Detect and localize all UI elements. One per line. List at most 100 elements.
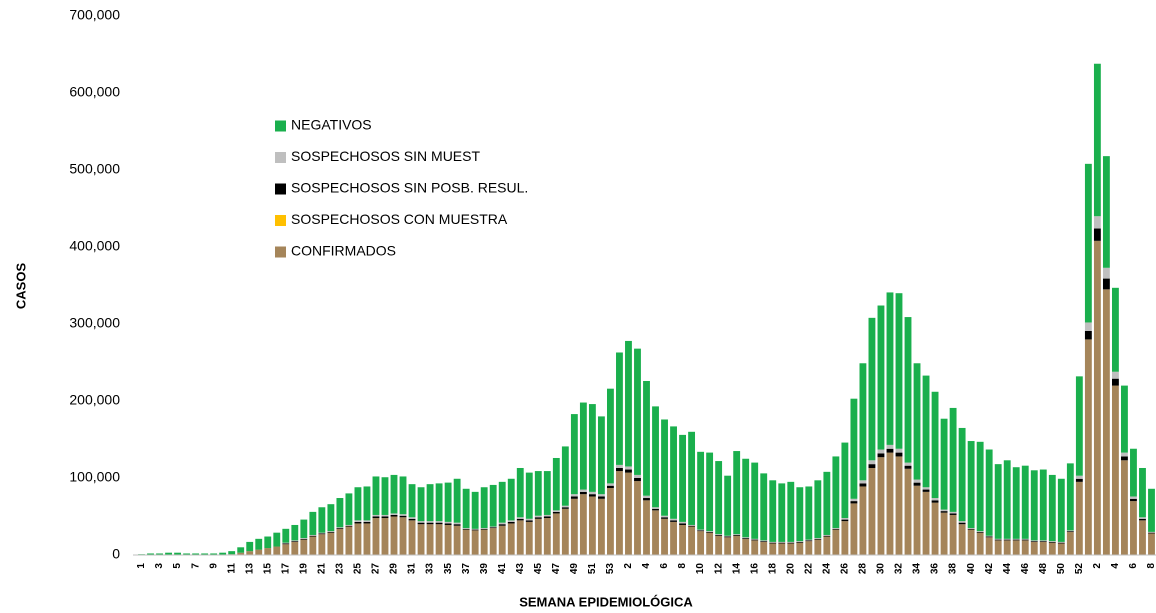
y-tick-label: 300,000 — [69, 315, 120, 331]
bar-segment — [471, 530, 479, 555]
bar-segment — [282, 543, 290, 545]
bar-segment — [516, 520, 524, 555]
x-tick-label: 44 — [1002, 563, 1013, 575]
bar-segment — [210, 553, 218, 555]
bar-segment — [579, 489, 587, 492]
bar-segment — [408, 484, 416, 518]
bar-segment — [291, 541, 299, 555]
bar-segment — [570, 494, 578, 497]
bar-segment — [507, 521, 515, 524]
x-tick-label: 2 — [623, 563, 634, 569]
bar-segment — [1139, 517, 1146, 519]
bar-segment — [724, 535, 732, 537]
bar-segment — [652, 507, 659, 509]
bar-segment — [850, 398, 858, 499]
bar-segment — [1111, 378, 1119, 386]
bar-segment — [733, 535, 741, 555]
bar-segment — [832, 456, 840, 529]
bar-segment — [670, 520, 677, 522]
bar-segment — [588, 494, 596, 497]
bar-segment — [1048, 541, 1056, 542]
bar-segment — [1139, 467, 1146, 518]
bar-segment — [561, 508, 569, 555]
bar-segment — [940, 418, 948, 510]
bar-segment — [742, 538, 750, 555]
bar-segment — [949, 513, 957, 515]
bar-segment — [1084, 330, 1092, 340]
bar-segment — [444, 482, 452, 522]
bar-segment — [994, 540, 1002, 555]
bar-segment — [976, 531, 984, 533]
legend-label: CONFIRMADOS — [291, 243, 396, 259]
bar-segment — [787, 541, 795, 543]
bar-segment — [904, 465, 912, 469]
bar-segment — [940, 511, 948, 513]
bar-segment — [597, 498, 605, 555]
bar-segment — [877, 453, 885, 458]
bar-segment — [525, 521, 533, 555]
bar-segment — [1139, 520, 1146, 555]
bar-segment — [417, 487, 425, 522]
bar-segment — [1039, 541, 1047, 555]
bar-segment — [318, 533, 326, 535]
bar-segment — [877, 449, 885, 454]
bar-segment — [354, 523, 362, 555]
bar-segment — [967, 441, 975, 529]
bar-segment — [192, 553, 200, 555]
bar-segment — [904, 462, 912, 466]
bar-segment — [778, 483, 786, 542]
bar-segment — [607, 488, 614, 555]
bar-segment — [634, 474, 641, 478]
bar-segment — [579, 402, 587, 490]
x-tick-label: 37 — [461, 563, 472, 575]
y-tick-label: 0 — [112, 546, 120, 562]
x-tick-label: 8 — [1146, 563, 1156, 569]
bar-segment — [1048, 542, 1056, 555]
bar-segment — [841, 518, 849, 520]
bar-segment — [444, 524, 452, 555]
bar-segment — [733, 534, 741, 536]
bar-segment — [967, 528, 975, 529]
bar-segment — [994, 538, 1002, 540]
x-tick-label: 41 — [497, 563, 508, 575]
bar-segment — [399, 517, 407, 555]
bar-segment — [751, 539, 759, 541]
bar-segment — [435, 524, 443, 555]
bar-segment — [426, 522, 434, 525]
bar-segment — [850, 503, 858, 555]
bar-segment — [534, 515, 542, 518]
bar-segment — [408, 517, 416, 519]
bar-segment — [652, 508, 659, 511]
bar-segment — [408, 520, 416, 555]
bar-segment — [381, 514, 389, 517]
bar-segment — [552, 511, 560, 514]
bar-segment — [336, 527, 344, 529]
bar-segment — [1030, 541, 1038, 542]
bar-segment — [769, 542, 777, 544]
x-tick-label: 3 — [154, 563, 165, 569]
bar-segment — [625, 340, 632, 467]
bar-segment — [1093, 240, 1101, 555]
x-tick-label: 48 — [1038, 563, 1049, 575]
bar-segment — [1148, 532, 1155, 534]
bar-segment — [985, 535, 993, 537]
y-tick-label: 600,000 — [69, 84, 120, 100]
bar-segment — [318, 507, 326, 533]
bar-segment — [282, 528, 290, 543]
x-tick-label: 28 — [858, 563, 869, 575]
bar-segment — [670, 521, 677, 555]
bar-segment — [336, 528, 344, 555]
bar-segment — [534, 518, 542, 555]
bar-segment — [453, 524, 461, 526]
bar-segment — [832, 528, 840, 530]
bar-segment — [742, 458, 750, 538]
bar-segment — [697, 451, 705, 530]
bar-segment — [480, 528, 488, 530]
x-tick-label: 36 — [930, 563, 941, 575]
bar-segment — [661, 419, 668, 516]
bar-segment — [1039, 541, 1047, 542]
bar-segment — [345, 524, 353, 526]
bar-segment — [390, 516, 398, 555]
x-tick-label: 4 — [1110, 563, 1121, 569]
bar-segment — [715, 534, 723, 536]
